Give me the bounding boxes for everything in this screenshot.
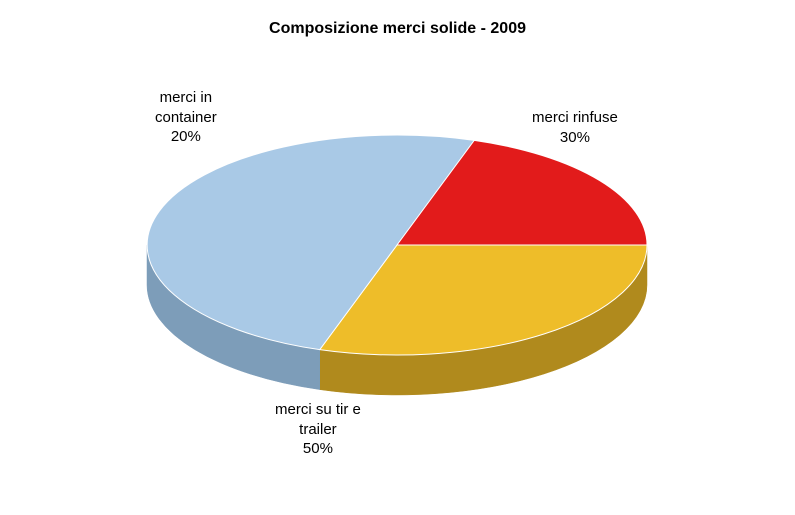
- slice-label: merci su tir etrailer50%: [275, 400, 361, 459]
- slice-label-line: 50%: [275, 439, 361, 459]
- slice-label-line: trailer: [275, 420, 361, 440]
- slice-label-line: 20%: [155, 127, 217, 147]
- pie-svg: [0, 0, 795, 515]
- slice-label-line: merci in: [155, 88, 217, 108]
- pie-chart-container: Composizione merci solide - 2009 merci r…: [0, 0, 795, 515]
- slice-label: merci rinfuse30%: [532, 108, 618, 147]
- slice-label-line: merci su tir e: [275, 400, 361, 420]
- slice-label-line: container: [155, 108, 217, 128]
- slice-label: merci incontainer20%: [155, 88, 217, 147]
- slice-label-line: merci rinfuse: [532, 108, 618, 128]
- slice-label-line: 30%: [532, 128, 618, 148]
